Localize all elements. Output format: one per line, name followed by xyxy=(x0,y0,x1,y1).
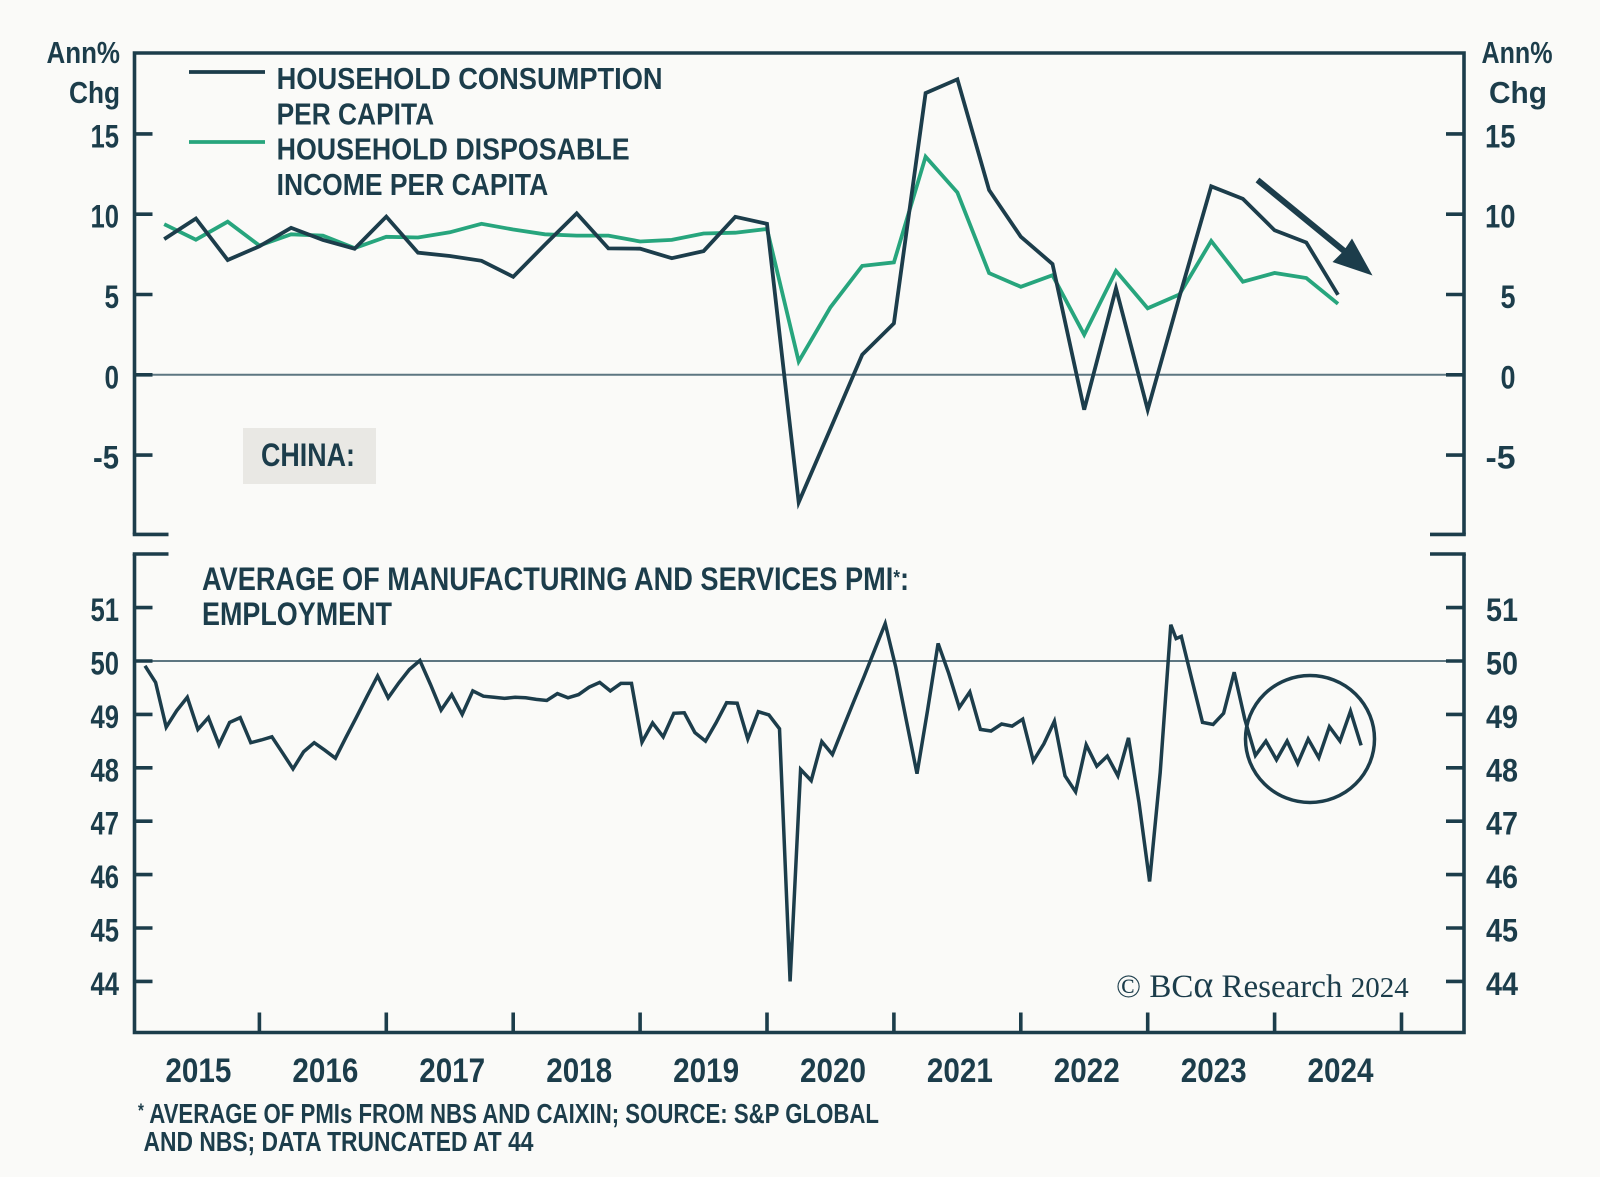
svg-text:EMPLOYMENT: EMPLOYMENT xyxy=(202,596,392,632)
svg-text:47: 47 xyxy=(1486,806,1518,842)
svg-text:49: 49 xyxy=(1486,699,1518,735)
svg-text:* AVERAGE OF PMIs FROM NBS AND: * AVERAGE OF PMIs FROM NBS AND CAIXIN; S… xyxy=(138,1098,879,1129)
svg-text:Ann%: Ann% xyxy=(1482,35,1553,70)
svg-text:HOUSEHOLD DISPOSABLE: HOUSEHOLD DISPOSABLE xyxy=(277,133,630,167)
svg-text:45: 45 xyxy=(91,913,120,949)
svg-text:10: 10 xyxy=(1485,199,1516,235)
svg-text:2018: 2018 xyxy=(546,1052,612,1090)
svg-text:2016: 2016 xyxy=(292,1052,358,1090)
svg-text:51: 51 xyxy=(91,592,120,628)
svg-text:47: 47 xyxy=(91,806,120,842)
svg-text:HOUSEHOLD CONSUMPTION: HOUSEHOLD CONSUMPTION xyxy=(277,62,663,96)
svg-text:48: 48 xyxy=(1486,752,1518,788)
svg-text:15: 15 xyxy=(1485,118,1516,154)
svg-text:2024: 2024 xyxy=(1308,1052,1374,1090)
svg-text:49: 49 xyxy=(91,699,120,735)
svg-text:-5: -5 xyxy=(93,440,119,476)
svg-text:0: 0 xyxy=(105,359,120,395)
svg-text:2015: 2015 xyxy=(165,1052,231,1090)
svg-text:PER CAPITA: PER CAPITA xyxy=(277,97,435,131)
svg-text:AND NBS; DATA TRUNCATED AT 44: AND NBS; DATA TRUNCATED AT 44 xyxy=(144,1126,534,1157)
svg-text:5: 5 xyxy=(1501,279,1516,315)
svg-text:48: 48 xyxy=(91,752,120,788)
svg-text:50: 50 xyxy=(1486,646,1518,682)
svg-text:2021: 2021 xyxy=(927,1052,993,1090)
svg-text:51: 51 xyxy=(1486,592,1518,628)
svg-text:10: 10 xyxy=(91,199,120,235)
svg-text:50: 50 xyxy=(91,646,120,682)
svg-text:Ann%: Ann% xyxy=(47,35,121,70)
svg-text:2020: 2020 xyxy=(800,1052,866,1090)
svg-text:15: 15 xyxy=(91,118,120,154)
svg-text:2022: 2022 xyxy=(1054,1052,1120,1090)
svg-text:46: 46 xyxy=(1486,859,1518,895)
svg-text:-5: -5 xyxy=(1486,440,1516,476)
svg-text:CHINA:: CHINA: xyxy=(261,437,355,473)
svg-text:5: 5 xyxy=(105,279,120,315)
svg-text:45: 45 xyxy=(1486,913,1518,949)
svg-text:44: 44 xyxy=(1486,966,1518,1002)
svg-text:46: 46 xyxy=(91,859,120,895)
svg-text:2023: 2023 xyxy=(1181,1052,1247,1090)
svg-text:INCOME PER CAPITA: INCOME PER CAPITA xyxy=(277,168,549,202)
svg-text:Chg: Chg xyxy=(1489,75,1547,110)
svg-text:0: 0 xyxy=(1501,359,1516,395)
svg-text:AVERAGE OF MANUFACTURING AND S: AVERAGE OF MANUFACTURING AND SERVICES PM… xyxy=(202,561,909,597)
svg-text:2019: 2019 xyxy=(673,1052,739,1090)
svg-text:2017: 2017 xyxy=(419,1052,485,1090)
svg-text:44: 44 xyxy=(91,966,120,1002)
svg-text:Chg: Chg xyxy=(69,75,120,110)
